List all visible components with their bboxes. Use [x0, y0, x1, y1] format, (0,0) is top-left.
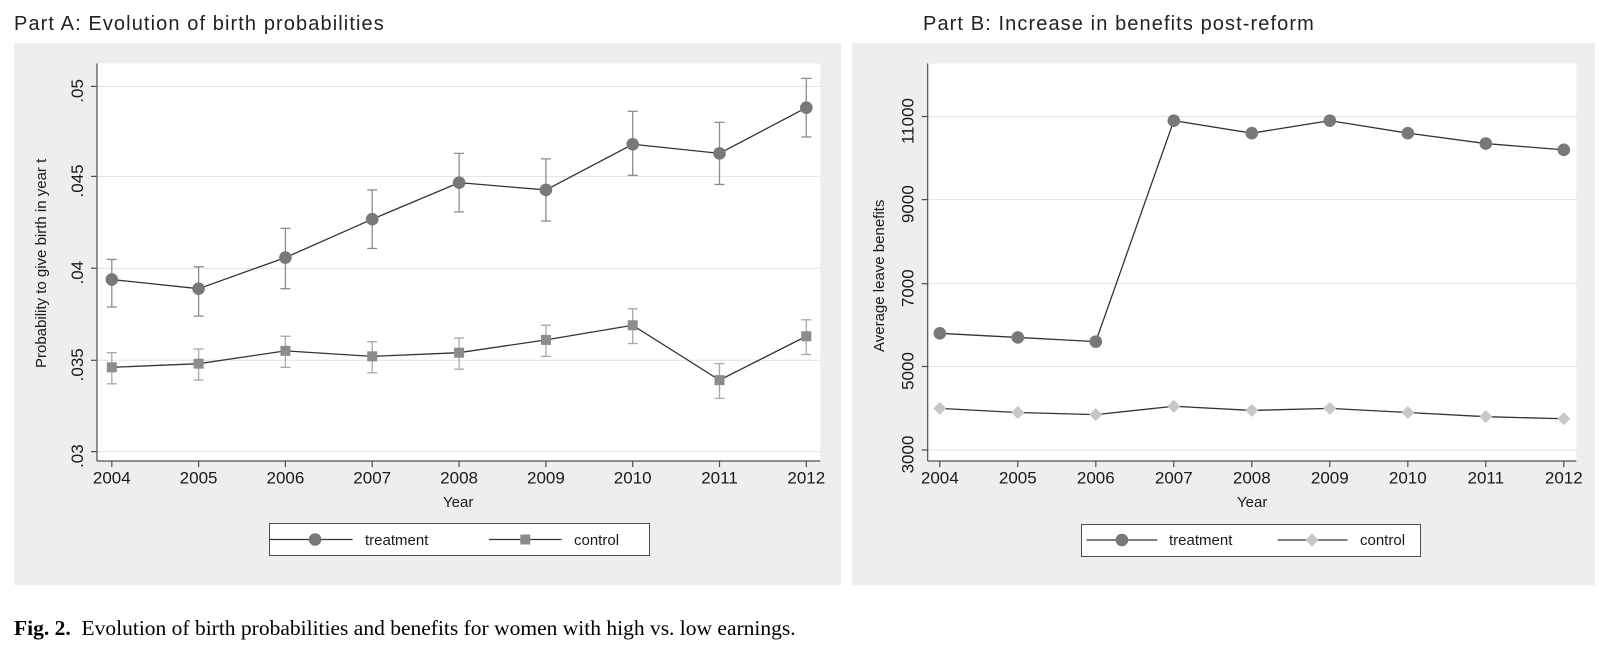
svg-text:2007: 2007 — [1155, 469, 1193, 488]
svg-text:2012: 2012 — [1545, 469, 1583, 488]
svg-text:2006: 2006 — [1077, 469, 1115, 488]
svg-text:3000: 3000 — [899, 436, 918, 474]
svg-text:11000: 11000 — [899, 98, 918, 144]
svg-text:2005: 2005 — [999, 469, 1037, 488]
svg-text:2010: 2010 — [1389, 469, 1427, 488]
svg-text:2008: 2008 — [1233, 469, 1271, 488]
svg-text:2004: 2004 — [921, 469, 959, 488]
svg-text:5000: 5000 — [899, 352, 918, 390]
svg-text:9000: 9000 — [899, 185, 918, 223]
svg-text:2011: 2011 — [1468, 469, 1505, 488]
svg-text:2009: 2009 — [1311, 469, 1349, 488]
svg-text:7000: 7000 — [899, 269, 918, 307]
